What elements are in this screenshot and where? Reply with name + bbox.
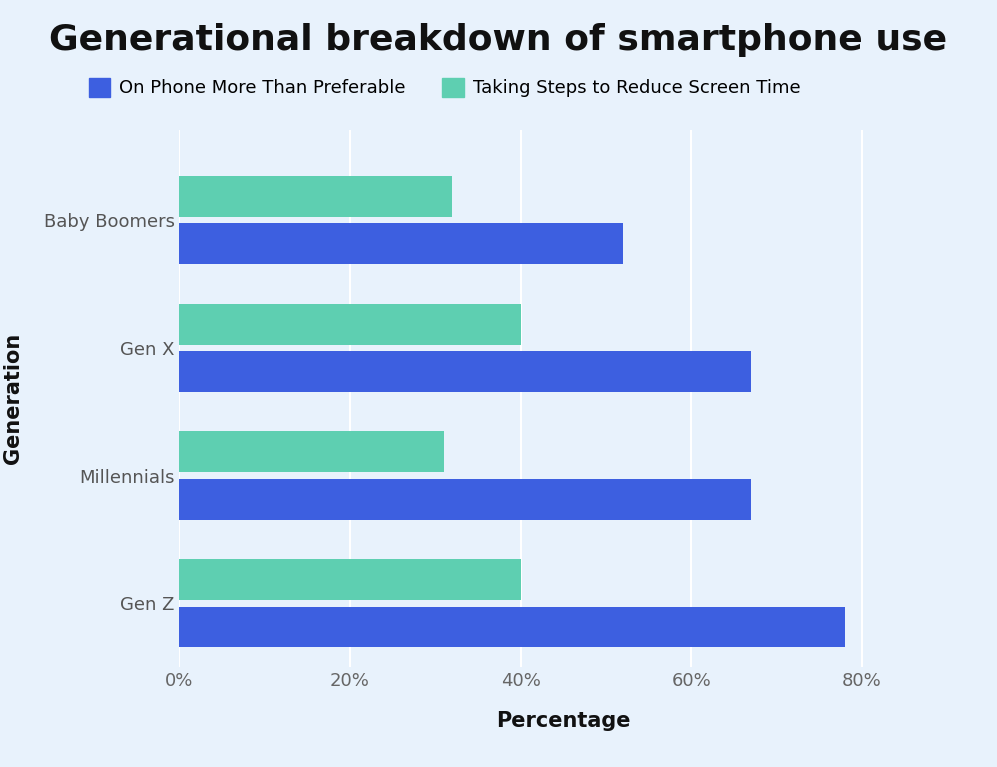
Bar <box>179 607 844 647</box>
X-axis label: Percentage: Percentage <box>497 711 630 731</box>
Bar <box>179 304 520 344</box>
Legend: On Phone More Than Preferable, Taking Steps to Reduce Screen Time: On Phone More Than Preferable, Taking St… <box>89 78 801 97</box>
Bar <box>179 223 623 264</box>
Y-axis label: Generation: Generation <box>3 333 23 465</box>
Text: Generational breakdown of smartphone use: Generational breakdown of smartphone use <box>50 23 947 57</box>
Bar <box>179 176 453 217</box>
Bar <box>179 431 444 472</box>
Bar <box>179 559 520 600</box>
Bar <box>179 479 751 520</box>
Bar <box>179 351 751 392</box>
